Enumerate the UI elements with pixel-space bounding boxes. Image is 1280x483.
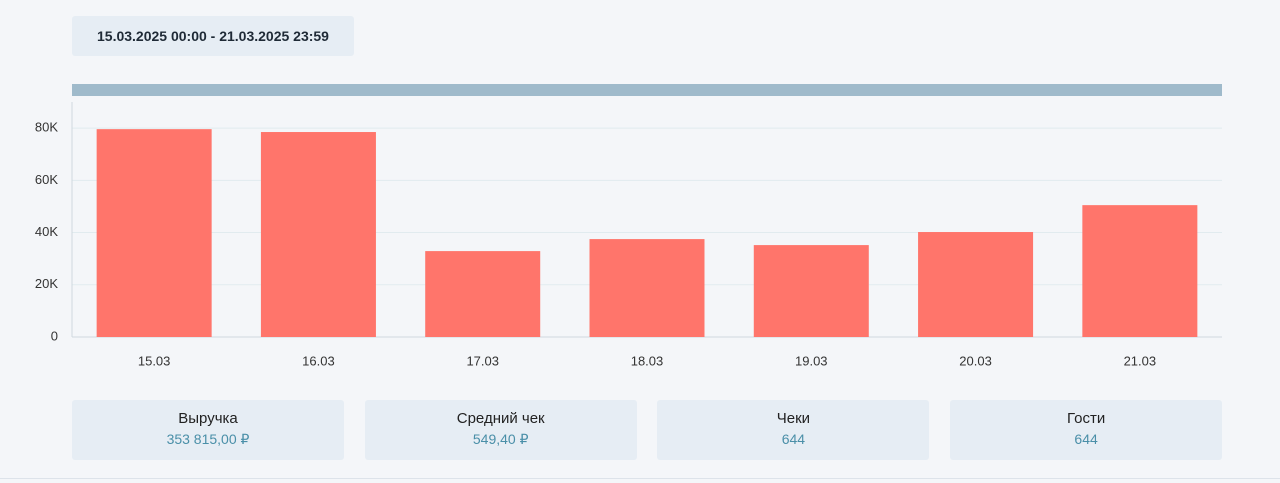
- x-tick-label: 21.03: [1124, 353, 1157, 368]
- bar: [260, 132, 376, 337]
- summary-value: 353 815,00 ₽: [166, 431, 250, 447]
- y-tick-label: 80K: [35, 120, 58, 135]
- header-band: [72, 84, 1222, 96]
- summary-label: Средний чек: [456, 410, 545, 427]
- summary-label: Чеки: [776, 410, 811, 427]
- x-tick-label: 20.03: [959, 353, 992, 368]
- bar: [753, 245, 869, 337]
- x-tick-label: 19.03: [795, 353, 828, 368]
- bar: [589, 239, 705, 337]
- summary-card: Выручка 353 815,00 ₽: [72, 400, 344, 460]
- summary-card: Гости 644: [950, 400, 1223, 460]
- bar: [1082, 205, 1198, 337]
- summary-value: 644: [781, 431, 806, 447]
- date-range[interactable]: 15.03.2025 00:00 - 21.03.2025 23:59: [72, 16, 354, 56]
- y-tick-label: 20K: [35, 276, 58, 291]
- y-tick-label: 60K: [35, 172, 58, 187]
- footer-line: [0, 478, 1280, 479]
- bar: [918, 232, 1034, 337]
- summary-value: 549,40 ₽: [472, 431, 529, 447]
- y-tick-label: 40K: [35, 224, 58, 239]
- x-tick-label: 16.03: [302, 353, 335, 368]
- x-tick-label: 15.03: [138, 353, 171, 368]
- bar: [96, 129, 212, 337]
- x-tick-label: 17.03: [466, 353, 499, 368]
- chart: 0 20K 40K 60K 80K 15.03 16.03 17.03 18.03 19.03 20…: [35, 102, 1222, 368]
- summary-value: 644: [1074, 431, 1098, 447]
- y-tick-label: 0: [51, 328, 58, 343]
- summary-label: Выручка: [178, 410, 238, 427]
- summary-card: Чеки 644: [657, 400, 930, 460]
- summary-label: Гости: [1066, 410, 1106, 427]
- x-tick-label: 18.03: [631, 353, 664, 368]
- summary-card: Средний чек 549,40 ₽: [364, 400, 637, 460]
- bar: [425, 251, 541, 337]
